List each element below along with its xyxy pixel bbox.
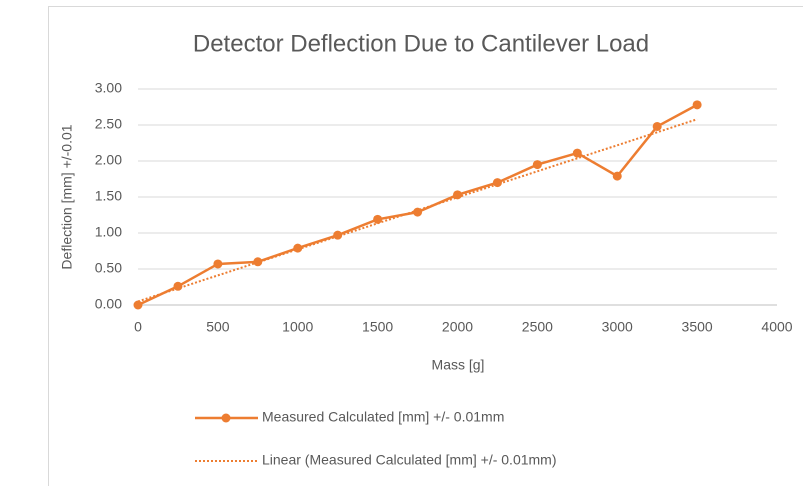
x-axis-label: Mass [g] bbox=[432, 357, 485, 373]
x-tick-label: 2500 bbox=[522, 319, 553, 335]
x-tick-label: 3500 bbox=[682, 319, 713, 335]
y-tick-label: 2.00 bbox=[95, 152, 122, 168]
legend-label: Measured Calculated [mm] +/- 0.01mm bbox=[262, 409, 504, 425]
y-tick-label: 0.00 bbox=[95, 296, 122, 312]
y-tick-label: 0.50 bbox=[95, 260, 122, 276]
data-point bbox=[692, 100, 702, 110]
y-tick-label: 3.00 bbox=[95, 80, 122, 96]
data-point bbox=[213, 259, 223, 269]
x-tick-label: 4000 bbox=[761, 319, 792, 335]
data-point bbox=[133, 300, 143, 310]
y-tick-label: 1.50 bbox=[95, 188, 122, 204]
x-tick-label: 3000 bbox=[602, 319, 633, 335]
y-axis-label: Deflection [mm] +/-0.01 bbox=[59, 124, 75, 269]
data-point bbox=[333, 230, 343, 240]
data-point bbox=[572, 148, 582, 158]
data-point bbox=[612, 171, 622, 181]
x-tick-label: 1500 bbox=[362, 319, 393, 335]
y-tick-label: 1.00 bbox=[95, 224, 122, 240]
x-tick-label: 0 bbox=[134, 319, 142, 335]
chart-border bbox=[48, 6, 803, 486]
x-tick-label: 500 bbox=[206, 319, 230, 335]
data-point bbox=[253, 257, 263, 267]
y-tick-label: 2.50 bbox=[95, 116, 122, 132]
data-point bbox=[373, 214, 383, 224]
x-tick-label: 2000 bbox=[442, 319, 473, 335]
data-point bbox=[492, 178, 502, 188]
x-tick-label: 1000 bbox=[282, 319, 313, 335]
legend-label: Linear (Measured Calculated [mm] +/- 0.0… bbox=[262, 452, 557, 468]
legend-marker bbox=[221, 413, 231, 423]
data-point bbox=[532, 160, 542, 170]
chart-title: Detector Deflection Due to Cantilever Lo… bbox=[193, 30, 649, 57]
data-point bbox=[652, 121, 662, 131]
